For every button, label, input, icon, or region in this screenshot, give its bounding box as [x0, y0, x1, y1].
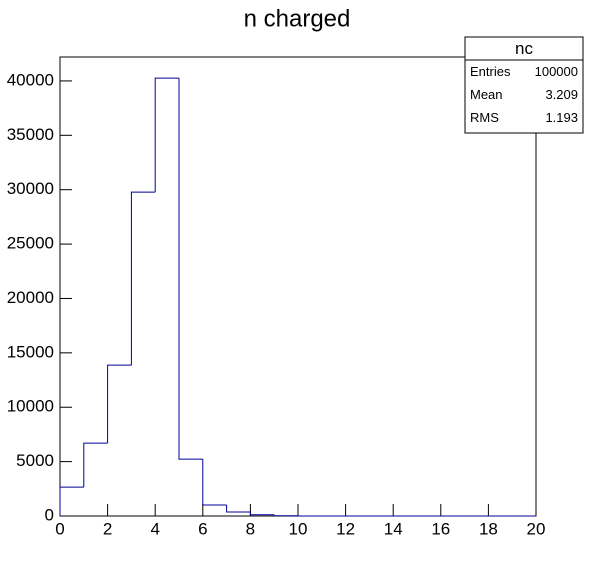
- stats-title: nc: [515, 39, 533, 58]
- stats-value: 100000: [535, 64, 578, 79]
- stats-label: Entries: [470, 64, 511, 79]
- y-tick-label: 35000: [7, 125, 54, 144]
- histogram-bin: [178, 78, 203, 460]
- y-tick-label: 15000: [7, 342, 54, 361]
- stats-label: RMS: [470, 110, 499, 125]
- stats-value: 1.193: [545, 110, 578, 125]
- y-tick-label: 5000: [16, 451, 54, 470]
- histogram-bin: [273, 514, 298, 517]
- y-tick-label: 20000: [7, 288, 54, 307]
- x-tick-label: 18: [479, 519, 498, 538]
- histogram-bin: [83, 442, 108, 488]
- x-tick-label: 12: [336, 519, 355, 538]
- x-tick-label: 20: [527, 519, 546, 538]
- stats-label: Mean: [470, 87, 503, 102]
- histogram-bin: [202, 459, 227, 506]
- histogram-bin: [249, 511, 275, 516]
- y-tick-label: 40000: [7, 70, 54, 89]
- x-tick-label: 2: [103, 519, 112, 538]
- histogram-bin: [154, 77, 179, 193]
- x-tick-label: 0: [55, 519, 64, 538]
- chart-title: n charged: [244, 5, 351, 32]
- y-tick-label: 0: [45, 505, 54, 524]
- histogram-bin: [130, 191, 156, 366]
- x-tick-label: 6: [198, 519, 207, 538]
- histogram-bin: [59, 486, 84, 516]
- histogram-bin: [107, 364, 132, 444]
- y-tick-label: 10000: [7, 397, 54, 416]
- x-tick-label: 8: [246, 519, 255, 538]
- stats-box: [464, 36, 584, 134]
- x-tick-label: 4: [150, 519, 159, 538]
- histogram-bin: [226, 505, 251, 513]
- x-tick-label: 10: [289, 519, 308, 538]
- y-tick-label: 30000: [7, 179, 54, 198]
- stats-value: 3.209: [545, 87, 578, 102]
- x-tick-label: 16: [431, 519, 450, 538]
- x-tick-label: 14: [384, 519, 403, 538]
- y-tick-label: 25000: [7, 234, 54, 253]
